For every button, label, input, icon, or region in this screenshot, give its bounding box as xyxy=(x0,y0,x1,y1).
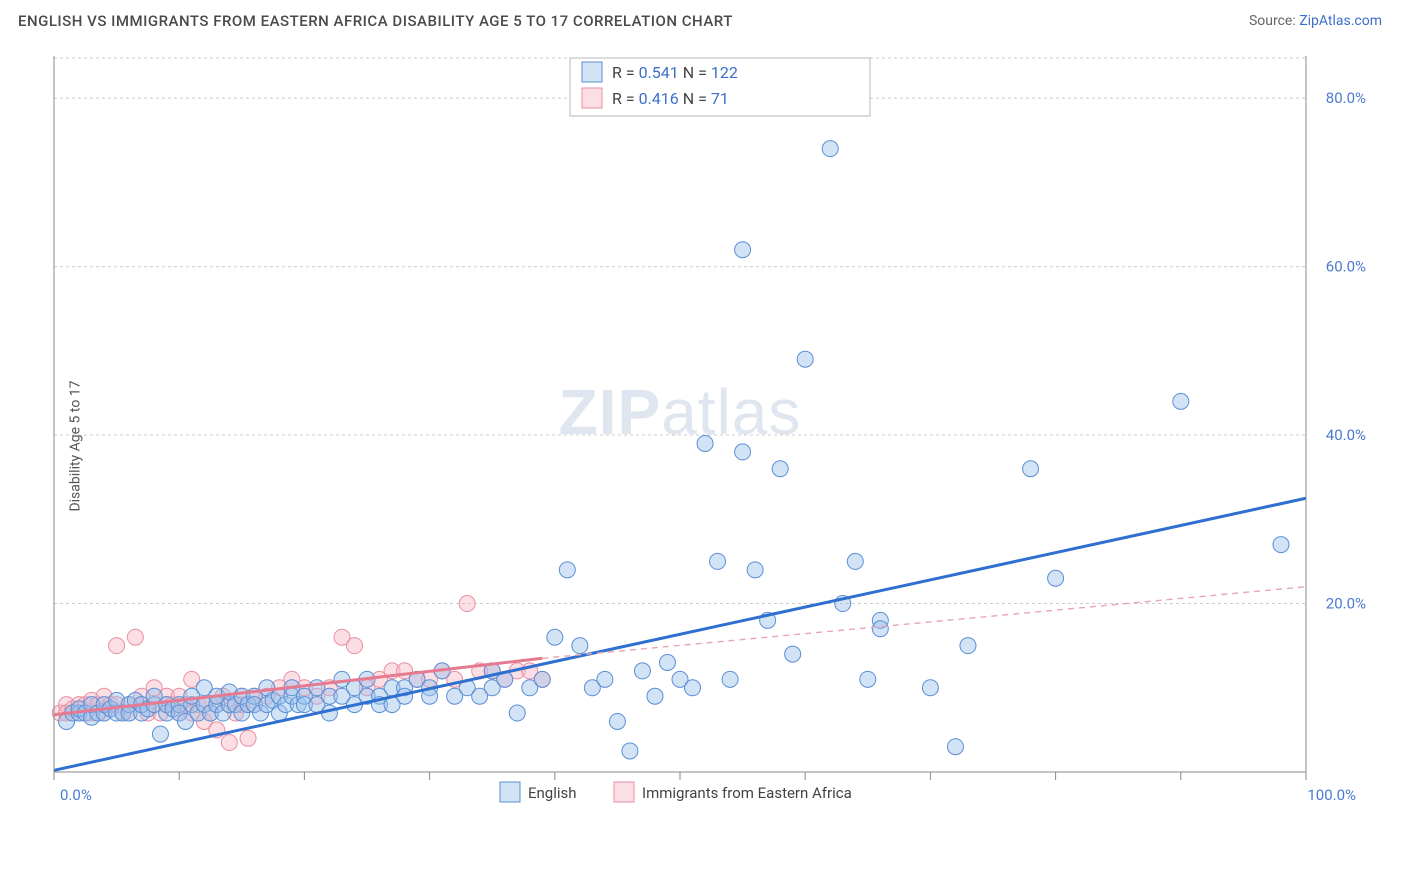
trend-line-english xyxy=(54,498,1306,770)
data-point xyxy=(634,663,650,679)
data-point xyxy=(735,242,751,258)
data-point xyxy=(221,735,237,751)
data-point xyxy=(747,562,763,578)
data-point xyxy=(152,726,168,742)
data-point xyxy=(872,621,888,637)
data-point xyxy=(785,646,801,662)
corr-swatch xyxy=(582,88,602,108)
data-point xyxy=(459,596,475,612)
legend-swatch xyxy=(614,782,634,802)
y-tick-label: 40.0% xyxy=(1326,426,1366,444)
data-point xyxy=(559,562,575,578)
data-point xyxy=(847,553,863,569)
corr-swatch xyxy=(582,62,602,82)
data-point xyxy=(922,680,938,696)
data-point xyxy=(609,713,625,729)
source-link[interactable]: ZipAtlas.com xyxy=(1299,13,1382,29)
y-tick-label: 60.0% xyxy=(1326,258,1366,276)
data-point xyxy=(597,671,613,687)
data-point xyxy=(1048,570,1064,586)
data-point xyxy=(1023,461,1039,477)
data-point xyxy=(860,671,876,687)
trend-line-immigrants-extrapolated xyxy=(542,587,1306,659)
corr-stats: R = 0.541 N = 122 xyxy=(612,63,738,82)
data-point xyxy=(534,671,550,687)
legend-label: Immigrants from Eastern Africa xyxy=(642,784,852,802)
corr-stats: R = 0.416 N = 71 xyxy=(612,89,729,108)
data-point xyxy=(346,638,362,654)
data-point xyxy=(947,739,963,755)
data-point xyxy=(960,638,976,654)
y-tick-label: 80.0% xyxy=(1326,89,1366,107)
data-point xyxy=(509,705,525,721)
data-point xyxy=(240,730,256,746)
scatter-plot: 20.0% 40.0% 60.0% 80.0% ZIPatlas 0.0% 100.0% R … xyxy=(50,50,1376,822)
data-point xyxy=(127,629,143,645)
data-point xyxy=(1173,393,1189,409)
data-point xyxy=(772,461,788,477)
data-point xyxy=(735,444,751,460)
data-point xyxy=(572,638,588,654)
data-point xyxy=(710,553,726,569)
legend-label: English xyxy=(528,784,577,802)
chart-area: 20.0% 40.0% 60.0% 80.0% ZIPatlas 0.0% 100.0% R … xyxy=(50,50,1376,822)
data-point xyxy=(1273,537,1289,553)
data-point xyxy=(659,654,675,670)
source-prefix: Source: xyxy=(1249,13,1299,29)
x-tick-label-right: 100.0% xyxy=(1307,786,1356,804)
data-point xyxy=(822,141,838,157)
data-point xyxy=(697,435,713,451)
watermark: ZIPatlas xyxy=(559,376,802,448)
data-point xyxy=(797,351,813,367)
data-point xyxy=(622,743,638,759)
data-point xyxy=(109,638,125,654)
data-point xyxy=(722,671,738,687)
x-tick-label-left: 0.0% xyxy=(60,786,92,804)
legend-swatch xyxy=(500,782,520,802)
y-tick-label: 20.0% xyxy=(1326,595,1366,613)
page-title: ENGLISH VS IMMIGRANTS FROM EASTERN AFRIC… xyxy=(18,12,733,30)
data-point xyxy=(647,688,663,704)
data-point xyxy=(685,680,701,696)
data-point xyxy=(547,629,563,645)
source-attribution: Source: ZipAtlas.com xyxy=(1249,13,1382,29)
